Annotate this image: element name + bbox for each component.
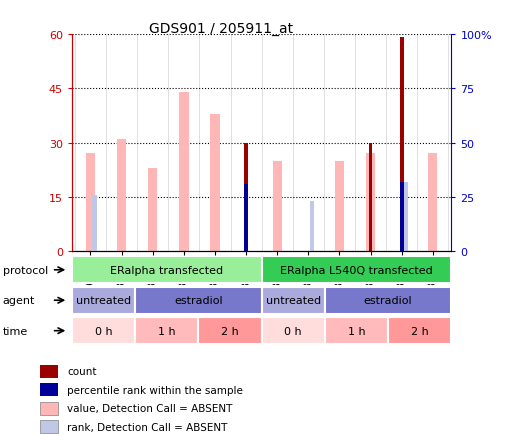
- Text: estradiol: estradiol: [364, 296, 412, 306]
- Text: untreated: untreated: [76, 296, 131, 306]
- Text: value, Detection Call = ABSENT: value, Detection Call = ABSENT: [67, 403, 232, 413]
- Text: 2 h: 2 h: [411, 326, 429, 336]
- Text: ERalpha L540Q transfected: ERalpha L540Q transfected: [280, 265, 433, 275]
- Bar: [335, 161, 344, 252]
- Text: 0 h: 0 h: [284, 326, 302, 336]
- Bar: [244, 184, 248, 252]
- Bar: [72, 287, 135, 314]
- Bar: [210, 114, 220, 252]
- Bar: [310, 202, 314, 252]
- Bar: [366, 154, 375, 252]
- Text: percentile rank within the sample: percentile rank within the sample: [67, 385, 243, 395]
- Text: time: time: [3, 326, 28, 336]
- Bar: [72, 256, 262, 284]
- Bar: [403, 182, 408, 252]
- Bar: [262, 317, 325, 345]
- Text: ERalpha transfected: ERalpha transfected: [110, 265, 223, 275]
- Bar: [40, 421, 58, 433]
- Text: estradiol: estradiol: [174, 296, 223, 306]
- Bar: [86, 154, 95, 252]
- Bar: [388, 317, 451, 345]
- Bar: [244, 143, 248, 252]
- Bar: [117, 140, 126, 252]
- Bar: [40, 383, 58, 396]
- Bar: [40, 365, 58, 378]
- Bar: [92, 195, 96, 252]
- Bar: [135, 317, 199, 345]
- Text: 1 h: 1 h: [158, 326, 175, 336]
- Text: rank, Detection Call = ABSENT: rank, Detection Call = ABSENT: [67, 422, 228, 432]
- Bar: [400, 182, 404, 252]
- Bar: [199, 317, 262, 345]
- Text: 1 h: 1 h: [348, 326, 365, 336]
- Bar: [179, 92, 188, 252]
- Bar: [262, 256, 451, 284]
- Bar: [72, 317, 135, 345]
- Text: 2 h: 2 h: [221, 326, 239, 336]
- Text: protocol: protocol: [3, 265, 48, 275]
- Bar: [400, 38, 404, 252]
- Text: 0 h: 0 h: [94, 326, 112, 336]
- Bar: [325, 317, 388, 345]
- Text: count: count: [67, 366, 97, 376]
- Text: agent: agent: [3, 296, 35, 306]
- Bar: [325, 287, 451, 314]
- Bar: [135, 287, 262, 314]
- Bar: [148, 168, 157, 252]
- Text: untreated: untreated: [266, 296, 321, 306]
- Bar: [272, 161, 282, 252]
- Bar: [428, 154, 438, 252]
- Text: GDS901 / 205911_at: GDS901 / 205911_at: [149, 22, 292, 36]
- Bar: [369, 143, 372, 252]
- Bar: [262, 287, 325, 314]
- Bar: [40, 402, 58, 415]
